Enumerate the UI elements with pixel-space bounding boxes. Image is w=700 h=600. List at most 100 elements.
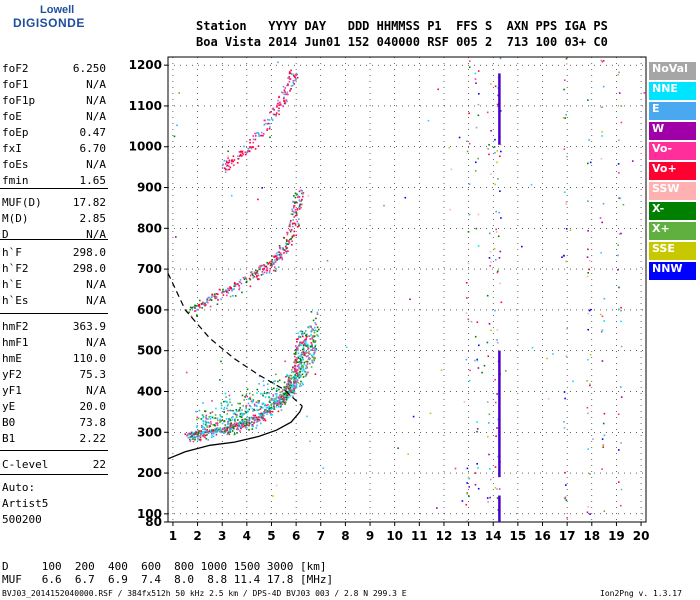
echo-point bbox=[206, 425, 208, 427]
noise-point bbox=[499, 110, 502, 112]
param-row-hf: h`F 298.0 bbox=[2, 245, 106, 261]
echo-point bbox=[274, 402, 277, 405]
echo-point bbox=[293, 376, 295, 378]
noise-point bbox=[488, 413, 491, 416]
noise-point bbox=[478, 344, 480, 347]
echo-point bbox=[281, 403, 284, 406]
param-row-fof1: foF1 N/A bbox=[2, 77, 106, 93]
noise-point bbox=[603, 510, 606, 512]
echo-point bbox=[311, 356, 314, 358]
echo-point bbox=[248, 277, 251, 280]
echo-point bbox=[283, 397, 286, 400]
echo-point bbox=[288, 380, 291, 382]
echo-point bbox=[253, 421, 256, 423]
echo-point bbox=[210, 431, 212, 433]
noise-point bbox=[468, 142, 471, 145]
noise-point bbox=[490, 173, 492, 175]
echo-point bbox=[255, 276, 258, 278]
noise-point bbox=[463, 401, 466, 403]
param-label: hmF2 bbox=[2, 320, 29, 333]
echo-point bbox=[291, 213, 294, 216]
echo-point bbox=[233, 412, 236, 414]
noise-point bbox=[495, 435, 497, 437]
echo-point bbox=[290, 390, 292, 392]
echo-point bbox=[239, 413, 242, 415]
echo-point bbox=[289, 221, 292, 223]
echo-point bbox=[239, 281, 241, 284]
echo-point bbox=[259, 407, 262, 410]
echo-point bbox=[261, 417, 264, 420]
echo-point bbox=[275, 255, 278, 258]
x-tick-label: 16 bbox=[534, 529, 551, 543]
echo-point bbox=[289, 389, 292, 392]
echo-point bbox=[212, 435, 215, 438]
noise-point bbox=[495, 231, 498, 233]
x-tick-label: 10 bbox=[386, 529, 403, 543]
echo-point bbox=[256, 418, 259, 421]
noise-point bbox=[563, 421, 565, 423]
echo-point bbox=[209, 418, 212, 420]
echo-point bbox=[277, 257, 279, 259]
legend-w: W bbox=[649, 122, 696, 140]
noise-point bbox=[586, 275, 589, 278]
echo-point bbox=[249, 392, 251, 395]
echo-point bbox=[234, 418, 236, 420]
echo-point bbox=[295, 74, 297, 76]
echo-point bbox=[286, 232, 289, 234]
echo-point bbox=[278, 107, 280, 110]
echo-point bbox=[239, 151, 242, 153]
echo-point bbox=[268, 409, 270, 411]
noise-point bbox=[495, 259, 497, 261]
echo-point bbox=[237, 428, 239, 431]
echo-point bbox=[199, 306, 201, 309]
noise-point bbox=[588, 309, 591, 312]
echo-point bbox=[284, 401, 287, 403]
echo-point bbox=[277, 380, 279, 383]
noise-point bbox=[589, 513, 591, 515]
echo-point bbox=[283, 102, 286, 105]
echo-point bbox=[232, 409, 234, 412]
noise-point bbox=[470, 320, 473, 323]
echo-point bbox=[294, 224, 297, 227]
echo-point bbox=[289, 382, 292, 385]
param-label: foF2 bbox=[2, 62, 29, 75]
x-tick-label: 9 bbox=[366, 529, 374, 543]
noise-point bbox=[261, 187, 263, 189]
param-value: 6.250 bbox=[72, 62, 106, 75]
noise-point bbox=[466, 482, 468, 484]
noise-point bbox=[499, 155, 501, 158]
echo-point bbox=[311, 330, 313, 332]
echo-point bbox=[287, 396, 290, 399]
echo-point bbox=[302, 366, 304, 368]
echo-point bbox=[283, 386, 285, 388]
echo-point bbox=[294, 355, 296, 358]
y-tick-label: 80 bbox=[145, 515, 162, 529]
noise-point bbox=[474, 72, 477, 75]
echo-point bbox=[230, 159, 233, 162]
echo-point bbox=[218, 428, 220, 431]
echo-point bbox=[269, 401, 271, 403]
echo-point bbox=[277, 403, 280, 406]
echo-point bbox=[226, 161, 228, 163]
echo-point bbox=[197, 308, 199, 311]
echo-point bbox=[205, 414, 208, 417]
echo-point bbox=[223, 159, 226, 162]
noise-point bbox=[488, 144, 490, 146]
echo-point bbox=[294, 374, 296, 376]
echo-point bbox=[296, 338, 298, 340]
echo-point bbox=[304, 339, 306, 341]
noise-point bbox=[601, 106, 604, 108]
y-tick-label: 1000 bbox=[129, 140, 162, 154]
echo-point bbox=[206, 431, 209, 433]
echo-point bbox=[244, 276, 247, 279]
noise-point bbox=[563, 391, 566, 393]
noise-point bbox=[490, 130, 492, 132]
echo-point bbox=[251, 407, 254, 410]
echo-point bbox=[245, 277, 247, 280]
echo-point bbox=[231, 425, 233, 428]
noise-point bbox=[476, 359, 479, 362]
echo-point bbox=[280, 256, 282, 258]
echo-trace-3 bbox=[221, 69, 299, 173]
echo-point bbox=[303, 370, 306, 373]
echo-point bbox=[298, 196, 301, 198]
